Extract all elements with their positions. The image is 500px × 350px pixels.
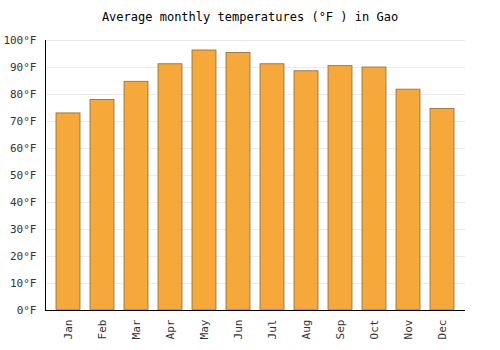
- svg-text:60°F: 60°F: [10, 142, 37, 155]
- svg-text:90°F: 90°F: [10, 61, 37, 74]
- svg-text:50°F: 50°F: [10, 169, 37, 182]
- svg-text:Apr: Apr: [164, 319, 177, 339]
- svg-text:Jan: Jan: [62, 320, 75, 340]
- svg-text:Jul: Jul: [266, 320, 279, 340]
- svg-text:80°F: 80°F: [10, 88, 37, 101]
- svg-text:100°F: 100°F: [3, 34, 36, 47]
- svg-text:30°F: 30°F: [10, 223, 37, 236]
- svg-text:Sep: Sep: [334, 320, 347, 340]
- svg-text:40°F: 40°F: [10, 196, 37, 209]
- svg-text:Nov: Nov: [402, 319, 415, 339]
- svg-text:Dec: Dec: [436, 320, 449, 340]
- svg-text:20°F: 20°F: [10, 250, 37, 263]
- svg-text:May: May: [198, 319, 211, 339]
- html-text:Average monthly temperatures (: Average monthly temperatures (°F ) in Ga…: [101, 10, 399, 24]
- svg-text:Mar: Mar: [130, 319, 143, 339]
- svg-text:10°F: 10°F: [10, 277, 37, 290]
- svg-text:Oct: Oct: [368, 320, 381, 340]
- svg-text:Jun: Jun: [232, 320, 245, 340]
- svg-text:Feb: Feb: [96, 320, 109, 340]
- svg-text:Aug: Aug: [300, 320, 313, 340]
- svg-text:0°F: 0°F: [17, 304, 37, 317]
- svg-text:70°F: 70°F: [10, 115, 37, 128]
